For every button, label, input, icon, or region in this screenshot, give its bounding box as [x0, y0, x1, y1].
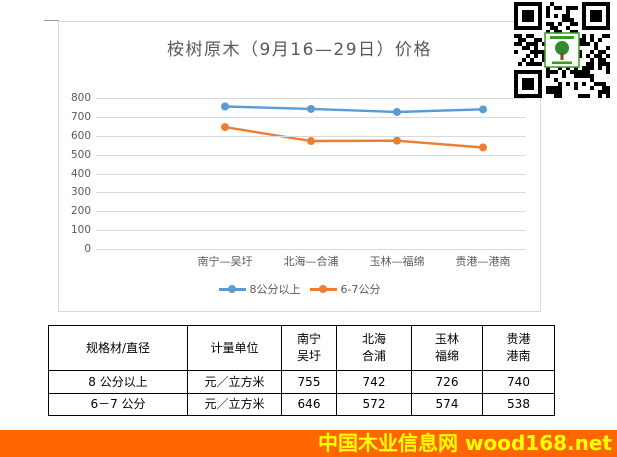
legend-label: 6-7公分 — [340, 283, 381, 296]
tree-logo-icon — [555, 41, 569, 55]
price-table-wrap: 规格材/直径 计量单位 南宁 吴圩 北海 合浦 玉林 福绵 贵港 港南 8 公分… — [48, 325, 555, 416]
legend-label: 8公分以上 — [249, 283, 301, 296]
y-axis-tick-label: 500 — [70, 148, 91, 161]
header-cell-spec: 规格材/直径 — [48, 325, 188, 371]
cell-unit: 元／立方米 — [187, 370, 282, 394]
data-point — [307, 104, 315, 113]
y-axis-tick-label: 400 — [70, 167, 91, 180]
border-corner-tick — [44, 20, 59, 21]
legend-line-marker-orange-icon — [309, 285, 337, 293]
cell-spec: 8 公分以上 — [48, 370, 188, 394]
gridline — [96, 192, 526, 194]
header-cell-nanning: 南宁 吴圩 — [281, 325, 337, 371]
x-axis-label-2: 玉林—福绵 — [369, 255, 425, 268]
cell-price: 740 — [482, 370, 555, 394]
data-point — [479, 143, 487, 152]
plot-area — [96, 98, 526, 250]
series-line-0 — [223, 105, 485, 114]
y-axis-tick-label: 300 — [70, 186, 91, 199]
header-cell-unit: 计量单位 — [187, 325, 282, 371]
x-axis-label-0: 南宁—吴圩 — [197, 255, 253, 268]
cell-price: 646 — [281, 393, 337, 416]
price-table: 规格材/直径 计量单位 南宁 吴圩 北海 合浦 玉林 福绵 贵港 港南 8 公分… — [48, 325, 555, 416]
gridline — [96, 135, 526, 137]
gridline — [96, 173, 526, 175]
cell-price: 742 — [336, 370, 412, 394]
table-row: 8 公分以上 元／立方米 755 742 726 740 — [48, 370, 555, 394]
series-line-1 — [223, 125, 485, 149]
x-axis-label-3: 贵港—港南 — [455, 255, 511, 268]
chart-legend: 8公分以上 6-7公分 — [59, 281, 540, 297]
chart-title: 桉树原木（9月16—29日）价格 — [166, 40, 433, 60]
y-axis-tick-label: 600 — [70, 129, 91, 142]
gridline — [96, 116, 526, 118]
y-axis-tick-label: 800 — [70, 92, 91, 104]
footer-banner: 中国木业信息网 wood168.net — [0, 430, 617, 457]
y-axis-tick-label: 100 — [70, 224, 91, 237]
legend-item-6-7cm: 6-7公分 — [309, 281, 381, 297]
header-cell-guigang: 贵港 港南 — [482, 325, 555, 371]
chart-panel: 桉树原木（9月16—29日）价格 800 700 600 500 400 300 200 10… — [58, 21, 541, 312]
y-axis-tick-label: 700 — [70, 110, 91, 123]
y-axis: 800 700 600 500 400 300 200 100 0 — [59, 92, 91, 255]
table-header-row: 规格材/直径 计量单位 南宁 吴圩 北海 合浦 玉林 福绵 贵港 港南 — [48, 325, 555, 371]
cell-price: 572 — [336, 393, 412, 416]
data-point — [221, 102, 229, 111]
data-point — [479, 105, 487, 114]
qr-code-icon — [514, 2, 610, 98]
legend-item-8cm-plus: 8公分以上 — [218, 281, 301, 297]
cell-price: 726 — [411, 370, 483, 394]
cell-price: 755 — [281, 370, 337, 394]
y-axis-tick-label: 200 — [70, 205, 91, 218]
gridline — [96, 249, 526, 250]
cell-spec: 6－7 公分 — [48, 393, 188, 416]
site-name: 中国木业信息网 wood168.net — [318, 431, 612, 455]
cell-price: 574 — [411, 393, 483, 416]
x-axis-label-1: 北海—合浦 — [283, 255, 339, 268]
data-point — [393, 136, 401, 145]
table-row: 6－7 公分 元／立方米 646 572 574 538 — [48, 393, 555, 416]
gridline — [96, 211, 526, 213]
header-cell-yulin: 玉林 福绵 — [411, 325, 483, 371]
gridline — [96, 230, 526, 232]
cell-unit: 元／立方米 — [187, 393, 282, 416]
y-axis-tick-label: 0 — [84, 243, 91, 255]
data-point — [221, 123, 229, 132]
data-point — [393, 107, 401, 116]
gridline — [96, 98, 526, 99]
legend-line-marker-blue-icon — [218, 285, 246, 293]
gridline — [96, 154, 526, 156]
cell-price: 538 — [482, 393, 555, 416]
header-cell-beihai: 北海 合浦 — [336, 325, 412, 371]
data-point — [307, 137, 315, 146]
series-svg — [221, 102, 487, 152]
